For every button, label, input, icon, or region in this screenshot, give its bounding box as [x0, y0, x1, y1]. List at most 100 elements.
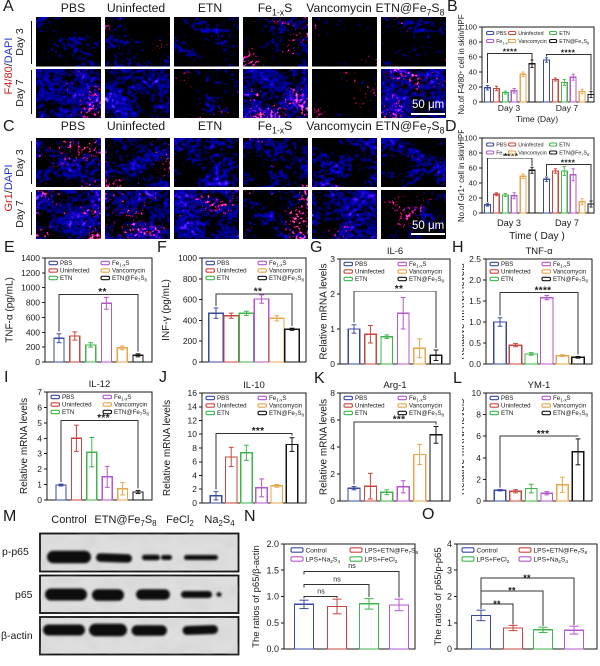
svg-text:1: 1 [37, 480, 42, 490]
svg-text:ns: ns [317, 588, 325, 595]
svg-text:6: 6 [330, 415, 335, 425]
svg-text:0: 0 [473, 209, 477, 218]
svg-text:PBS: PBS [60, 260, 72, 267]
svg-text:***: *** [393, 415, 406, 426]
svg-text:Arg-1: Arg-1 [383, 380, 406, 391]
svg-text:1.0: 1.0 [266, 592, 279, 602]
svg-text:***: *** [252, 426, 265, 437]
svg-text:Vancomycin: Vancomycin [269, 403, 303, 410]
svg-text:****: **** [503, 46, 518, 56]
svg-text:5: 5 [37, 418, 42, 428]
svg-text:1.5: 1.5 [469, 296, 481, 306]
svg-text:Control: Control [306, 547, 328, 554]
svg-text:80: 80 [469, 149, 477, 158]
svg-text:IL-12: IL-12 [89, 379, 111, 390]
svg-text:1000: 1000 [178, 253, 197, 263]
svg-text:ETN: ETN [559, 142, 570, 148]
svg-text:8: 8 [476, 410, 481, 420]
svg-text:1: 1 [330, 324, 335, 334]
svg-text:**: ** [254, 287, 262, 298]
svg-text:Vancomycin: Vancomycin [553, 269, 587, 276]
svg-text:16: 16 [188, 388, 198, 398]
svg-text:PBS: PBS [496, 142, 507, 148]
svg-text:Vancomycin: Vancomycin [112, 268, 146, 275]
svg-text:Vancomycin: Vancomycin [114, 402, 148, 409]
svg-text:400: 400 [26, 327, 40, 337]
svg-text:600: 600 [26, 312, 40, 322]
svg-text:Uninfected: Uninfected [355, 403, 385, 410]
svg-text:Day 7: Day 7 [555, 218, 579, 228]
svg-text:0: 0 [37, 495, 42, 505]
svg-text:4: 4 [447, 539, 452, 549]
svg-text:PBS: PBS [355, 261, 367, 268]
svg-text:Relative mRNA levels: Relative mRNA levels [462, 263, 467, 359]
svg-text:6: 6 [37, 402, 42, 412]
svg-text:Uninfected: Uninfected [217, 268, 247, 275]
svg-text:3: 3 [447, 565, 452, 575]
svg-text:PBS: PBS [62, 394, 74, 401]
svg-text:LPS+ETN@Fe7​S8​: LPS+ETN@Fe7​S8​ [534, 547, 588, 555]
svg-text:Fe1-x​S: Fe1-x​S [269, 260, 287, 267]
svg-text:ETN@Fe7​S8​: ETN@Fe7​S8​ [114, 409, 150, 416]
svg-text:Vancomycin: Vancomycin [409, 403, 443, 410]
svg-text:LPS+FeCl2​: LPS+FeCl2​ [477, 556, 510, 564]
svg-text:0: 0 [192, 357, 197, 367]
svg-text:ETN: ETN [559, 31, 570, 37]
svg-text:Uninfected: Uninfected [60, 268, 90, 275]
svg-text:2.0: 2.0 [266, 539, 279, 549]
svg-text:Fe1-x​S: Fe1-x​S [112, 260, 130, 267]
svg-text:ETN: ETN [62, 409, 74, 416]
svg-text:10: 10 [472, 388, 482, 398]
svg-text:Vancomycin: Vancomycin [553, 403, 587, 410]
svg-text:Fe1-x​S: Fe1-x​S [269, 395, 287, 402]
svg-text:ETN@Fe7​S8​: ETN@Fe7​S8​ [409, 410, 445, 417]
svg-text:LPS+Na2​S4​: LPS+Na2​S4​ [534, 556, 569, 564]
svg-text:0.5: 0.5 [469, 338, 481, 348]
svg-text:0.5: 0.5 [266, 618, 279, 628]
svg-text:****: **** [535, 285, 552, 296]
svg-text:***: *** [97, 413, 110, 424]
svg-text:Relative mRNA levels: Relative mRNA levels [462, 399, 467, 495]
svg-text:10: 10 [188, 429, 198, 439]
svg-text:1000: 1000 [21, 283, 40, 293]
svg-text:14: 14 [188, 402, 198, 412]
svg-text:40: 40 [469, 179, 477, 188]
svg-text:No.of F4/80+​ cell in skin/HPF: No.of F4/80+​ cell in skin/HPF [457, 14, 466, 114]
svg-text:Uninfected: Uninfected [501, 403, 531, 410]
svg-text:1400: 1400 [21, 253, 40, 263]
svg-text:LPS+FeCl2​: LPS+FeCl2​ [365, 556, 398, 564]
svg-text:800: 800 [26, 298, 40, 308]
svg-text:Uninfected: Uninfected [217, 403, 247, 410]
svg-text:ETN: ETN [217, 275, 229, 282]
svg-text:PBS: PBS [496, 31, 507, 37]
svg-text:Relative mRNA levels: Relative mRNA levels [319, 263, 330, 359]
svg-text:LPS+Na2​S4​: LPS+Na2​S4​ [306, 556, 341, 564]
svg-text:PBS: PBS [217, 260, 229, 267]
svg-text:600: 600 [183, 295, 197, 305]
svg-text:3: 3 [330, 254, 335, 264]
svg-text:**: ** [523, 573, 531, 583]
svg-text:ETN@Fe7​S8​: ETN@Fe7​S8​ [112, 275, 148, 282]
svg-text:**: ** [493, 599, 501, 609]
svg-text:8: 8 [330, 388, 335, 398]
svg-text:2.5: 2.5 [469, 254, 481, 264]
svg-text:PBS: PBS [501, 261, 513, 268]
svg-text:Time (Day): Time (Day) [516, 114, 558, 124]
svg-text:20: 20 [469, 83, 477, 92]
svg-text:20: 20 [469, 194, 477, 203]
svg-text:Fe1-x​S: Fe1-x​S [553, 395, 571, 402]
svg-text:0.0: 0.0 [266, 644, 279, 654]
svg-text:4: 4 [330, 442, 335, 452]
svg-text:Vancomycin: Vancomycin [269, 268, 303, 275]
svg-text:YM-1: YM-1 [528, 380, 551, 391]
svg-text:Fe1-x​S: Fe1-x​S [114, 394, 132, 401]
svg-text:60: 60 [469, 164, 477, 173]
svg-text:****: **** [561, 157, 576, 167]
svg-text:****: **** [504, 151, 519, 161]
svg-text:Fe1-x​S: Fe1-x​S [409, 261, 427, 268]
svg-text:0: 0 [476, 496, 481, 506]
svg-text:ETN@Fe7​S8​: ETN@Fe7​S8​ [269, 275, 305, 282]
svg-text:1200: 1200 [21, 268, 40, 278]
svg-text:Time ( Day ): Time ( Day ) [509, 231, 565, 242]
svg-text:Relative mRNA levels: Relative mRNA levels [319, 399, 330, 495]
